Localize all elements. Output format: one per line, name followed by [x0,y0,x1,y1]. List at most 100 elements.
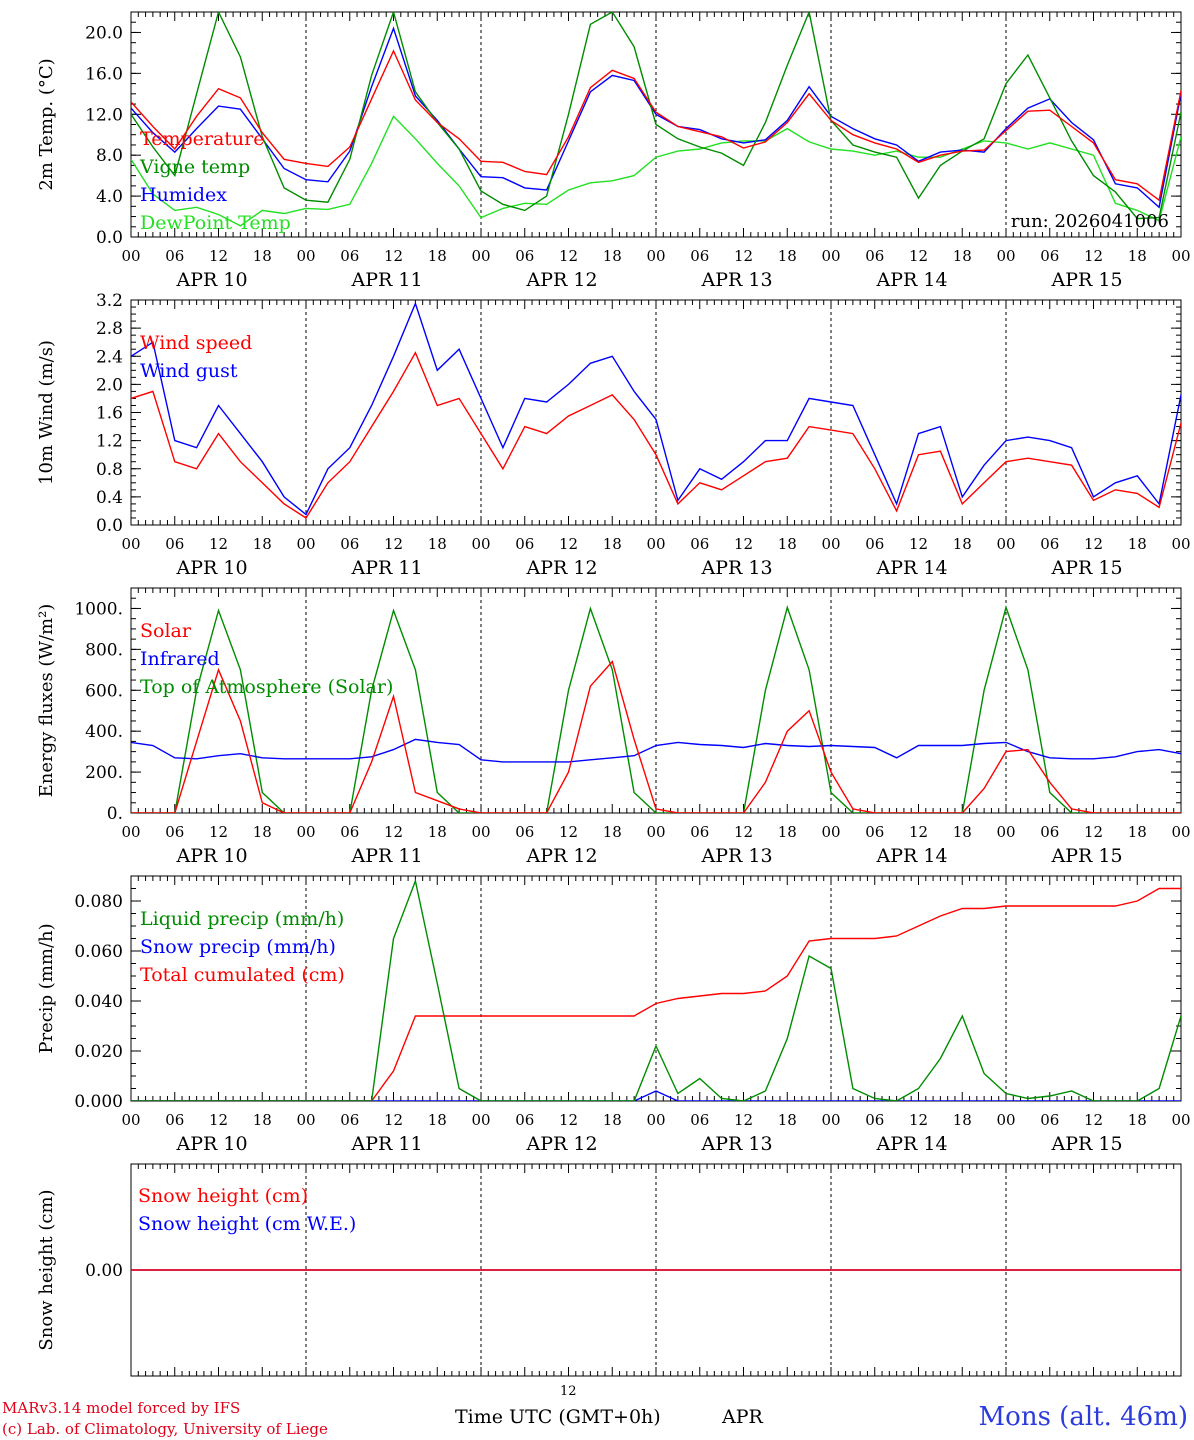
series-snow-precip-mm-h- [131,1090,1181,1101]
x-day-label: APR 15 [1051,269,1123,291]
series-total-cumulated-cm- [131,887,1181,1101]
x-hour-label: 00 [121,823,140,841]
y-tick-label: 400. [85,722,123,742]
legend-entry: Solar [140,620,192,642]
legend-entry: Temperature [140,128,264,150]
legend-entry: Snow height (cm W.E.) [138,1213,356,1235]
x-hour-label: 00 [471,535,490,553]
x-hour-label: 06 [690,1111,709,1129]
x-hour-label: 12 [384,535,403,553]
lab-credit: (c) Lab. of Climatology, University of L… [2,1420,328,1438]
x-hour-label: 06 [865,823,884,841]
x-hour-label: 12 [734,823,753,841]
x-hour-label: 06 [515,535,534,553]
y-axis-label: Snow height (cm) [36,1189,57,1350]
x-hour-label: 18 [253,247,272,265]
station-name: Mons (alt. 46m) [978,1402,1188,1432]
x-hour-label: 18 [428,535,447,553]
run-label: run: 2026041006 [1011,211,1169,232]
legend-entry: Liquid precip (mm/h) [140,908,344,930]
y-tick-label: 0.040 [74,992,123,1012]
model-credit: MARv3.14 model forced by IFS [2,1399,241,1417]
series-wind-gust [131,301,1181,516]
y-tick-label: 20.0 [85,23,123,43]
x-hour-label: 18 [953,823,972,841]
x-hour-label: 00 [996,823,1015,841]
y-tick-label: 0.080 [74,892,123,912]
y-tick-label: 0.00 [85,1261,123,1281]
y-tick-label: 0.060 [74,942,123,962]
x-day-label: APR 12 [526,1133,598,1155]
y-tick-label: 1.2 [96,432,123,452]
x-hour-label: 00 [646,823,665,841]
y-axis-label: 2m Temp. (°C) [36,58,57,190]
legend-entry: Infrared [140,648,220,670]
x-hour-label: 06 [340,823,359,841]
x-hour-label: 00 [121,1111,140,1129]
x-hour-label: 18 [253,535,272,553]
x-hour-label: 12 [559,1111,578,1129]
x-hour-label: 12 [559,535,578,553]
legend-entry: Total cumulated (cm) [140,964,345,986]
y-tick-label: 0.0 [96,516,123,536]
x-hour-label: 18 [778,247,797,265]
y-tick-label: 1.6 [96,404,123,424]
x-hour-label: 12 [909,823,928,841]
x-day-label: APR 11 [351,269,423,291]
x-hour-label: 18 [1128,823,1147,841]
x-hour-label: 06 [340,535,359,553]
x-day-label: APR 15 [1051,557,1123,579]
series-top-of-atmosphere-solar- [131,605,1181,813]
x-hour-label: 00 [121,247,140,265]
x-hour-label: 18 [778,1111,797,1129]
y-tick-label: 8.0 [96,146,123,166]
y-tick-label: 0.4 [96,488,123,508]
x-hour-label: 18 [953,1111,972,1129]
x-day-label: APR 11 [351,557,423,579]
series-liquid-precip-mm-h- [131,878,1181,1101]
x-day-label: APR 14 [876,1133,948,1155]
x-hour-label: 00 [471,247,490,265]
x-hour-label: 06 [865,247,884,265]
x-hour-label: 12 [559,823,578,841]
x-day-label: APR 10 [176,845,248,867]
y-tick-label: 200. [85,763,123,783]
x-hour-label: 00 [296,823,315,841]
x-hour-label: 12 [734,1111,753,1129]
y-tick-label: 0.0 [96,228,123,248]
x-hour-label: 18 [603,1111,622,1129]
y-tick-label: 2.0 [96,375,123,395]
x-day-label: APR 15 [1051,845,1123,867]
x-hour-label: 18 [428,1111,447,1129]
x-hour-label: 06 [865,1111,884,1129]
x-hour-label: 06 [690,247,709,265]
y-tick-label: 800. [85,640,123,660]
x-day-label: APR 13 [701,845,773,867]
x-hour-label: 12 [209,823,228,841]
panel-4: 0.000 0.020 0.040 0.060 0.080 Precip (mm/h) 00… [36,875,1191,1155]
x-hour-label: 18 [428,247,447,265]
legend-entry: Snow height (cm) [138,1185,308,1207]
x-day-label: APR 13 [701,557,773,579]
x-hour-label: 18 [953,247,972,265]
x-hour-label: 12 [1084,535,1103,553]
x-hour-label: 00 [821,823,840,841]
x-hour-label: 00 [471,823,490,841]
x-hour-label: 12 [909,1111,928,1129]
series-wind-speed [131,351,1181,519]
y-tick-label: 0.000 [74,1092,123,1112]
x-day-label: APR 15 [1051,1133,1123,1155]
x-hour-label: 06 [1040,247,1059,265]
x-hour-label: 18 [778,823,797,841]
x-hour-label: 18 [1128,535,1147,553]
x-hour-label: 12 [1084,247,1103,265]
x-hour-label: 18 [778,535,797,553]
series-temperature [131,49,1181,202]
x-axis-month: APR [722,1406,763,1428]
x-axis-title: Time UTC (GMT+0h) [455,1406,661,1428]
x-hour-label: 06 [515,1111,534,1129]
y-tick-label: 2.8 [96,319,123,339]
x-hour-label: 18 [603,535,622,553]
series-infrared [131,738,1181,763]
